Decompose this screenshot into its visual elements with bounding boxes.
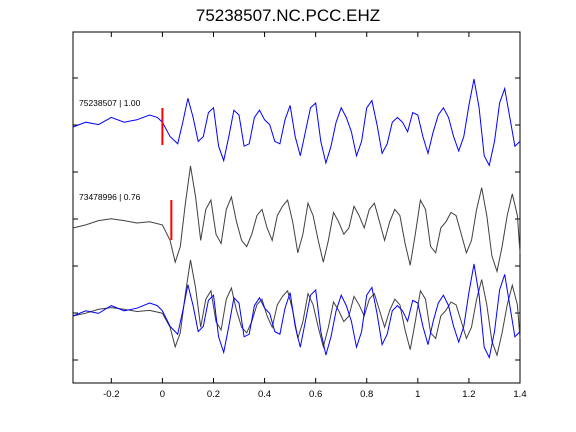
plot-frame: [72, 31, 521, 384]
overlay-trace-line: [72, 259, 521, 357]
x-tick-label: 1: [415, 389, 420, 400]
trace-label: 75238507 | 1.00: [79, 98, 141, 108]
x-tick-label: 0.2: [207, 389, 220, 400]
x-tick-label: -0.2: [103, 389, 119, 400]
trace-line: [72, 165, 521, 274]
trace-labels: 75238507 | 1.00 73478996 | 0.76: [79, 98, 141, 202]
overlay-traces: [72, 259, 521, 360]
trace-group: [72, 78, 521, 274]
x-tick-label: 0.8: [360, 389, 373, 400]
chart-title: 75238507.NC.PCC.EHZ: [195, 6, 381, 25]
x-tick-label: 0.4: [258, 389, 271, 400]
x-tick-label: 0: [160, 389, 165, 400]
overlay-trace-line: [72, 263, 521, 360]
tick-group: -0.2 0 0.2 0.4 0.6 0.8 1 1.2 1.4: [73, 32, 527, 400]
trace-line: [72, 78, 521, 167]
x-tick-label: 0.6: [309, 389, 322, 400]
x-tick-label: 1.2: [462, 389, 475, 400]
trace-label: 73478996 | 0.76: [79, 192, 141, 202]
x-tick-label: 1.4: [513, 389, 526, 400]
